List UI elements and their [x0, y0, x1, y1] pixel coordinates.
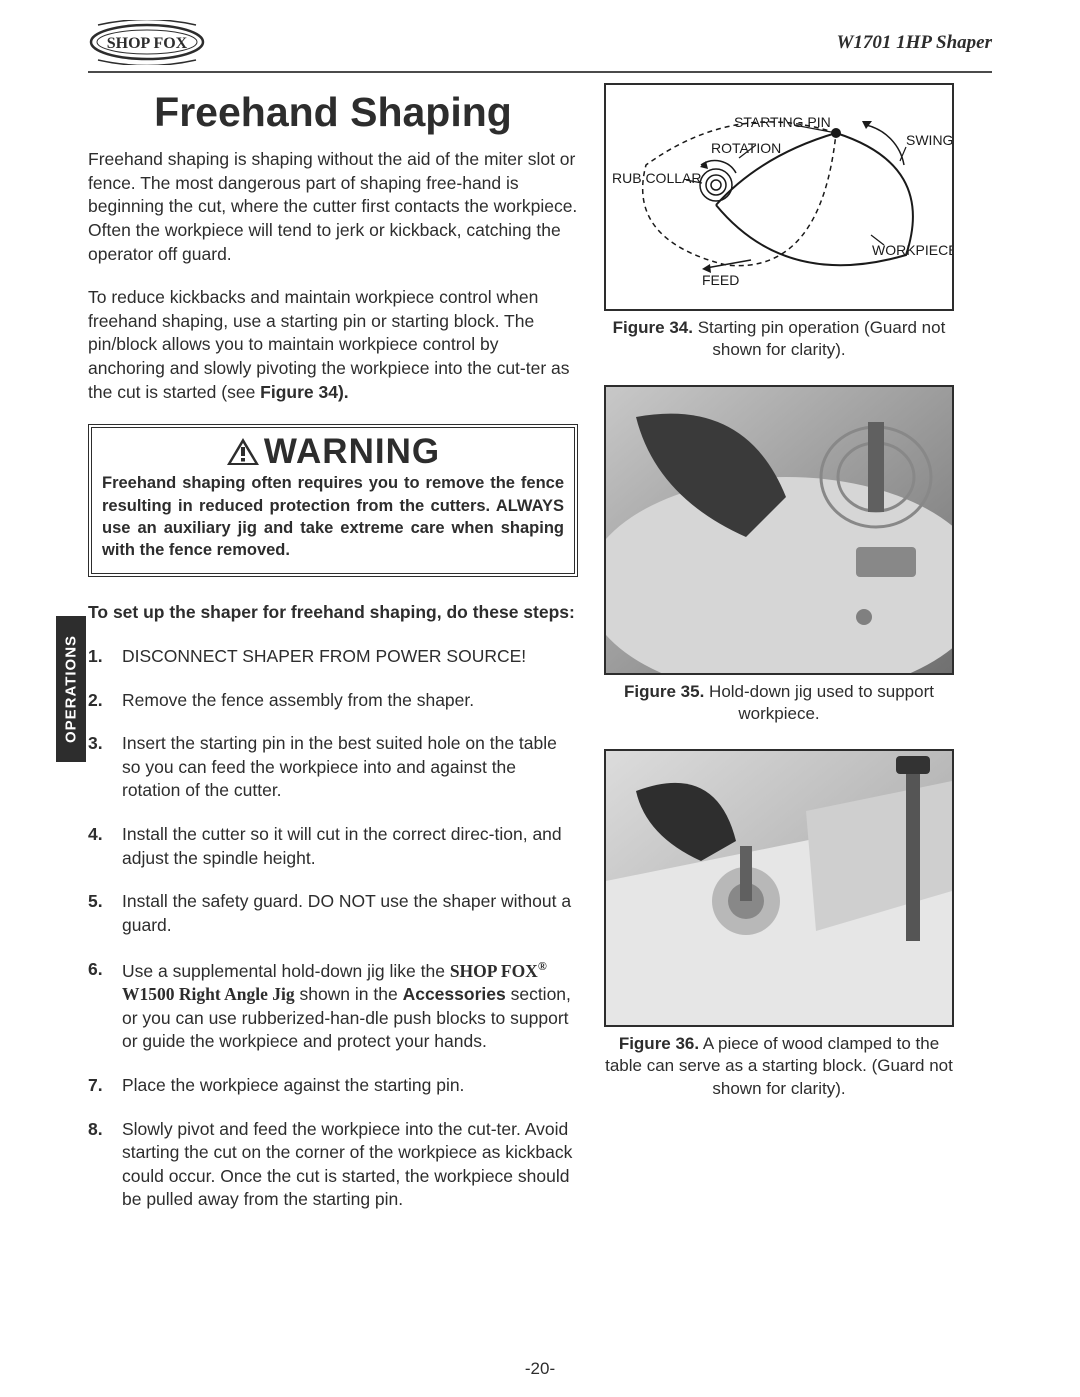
warning-body: Freehand shaping often requires you to r… [102, 472, 564, 561]
page-title: Freehand Shaping [88, 89, 578, 136]
figure-34-diagram: STARTING PIN ROTATION SWING RUB COLLAR W… [606, 85, 952, 309]
warning-box: WARNING Freehand shaping often requires … [88, 424, 578, 577]
para2-figref: Figure 34). [260, 382, 349, 402]
step-5: Install the safety guard. DO NOT use the… [88, 890, 578, 937]
step-1: DISCONNECT SHAPER FROM POWER SOURCE! [88, 645, 578, 669]
s6-a: Use a supplemental hold-down jig like th… [122, 960, 450, 980]
figure-35-caption: Figure 35. Hold-down jig used to support… [604, 681, 954, 725]
figure-35-box [604, 385, 954, 675]
svg-text:SWING: SWING [906, 132, 952, 148]
figure-36-photo [606, 751, 952, 1025]
svg-text:STARTING PIN: STARTING PIN [734, 114, 831, 130]
section-tab: OPERATIONS [56, 616, 86, 762]
s6-sect: Accessories [403, 984, 506, 1004]
intro-para-2: To reduce kickbacks and maintain workpie… [88, 286, 578, 404]
s6-b: shown in the [295, 984, 403, 1004]
step-4: Install the cutter so it will cut in the… [88, 823, 578, 870]
figure-34-caption: Figure 34. Starting pin operation (Guard… [604, 317, 954, 361]
s6-model: W1500 Right Angle Jig [122, 984, 295, 1004]
page-number: -20- [0, 1359, 1080, 1379]
step-6: Use a supplemental hold-down jig like th… [88, 958, 578, 1054]
svg-text:FEED: FEED [702, 272, 739, 288]
warning-title-text: WARNING [264, 432, 440, 472]
fig35-text: Hold-down jig used to support workpiece. [704, 682, 934, 723]
steps-list: DISCONNECT SHAPER FROM POWER SOURCE! Rem… [88, 645, 578, 1212]
warning-title: WARNING [102, 432, 564, 472]
s6-reg: ® [538, 959, 547, 973]
fig34-text: Starting pin operation (Guard not shown … [693, 318, 945, 359]
shop-fox-logo: SHOP FOX [88, 20, 206, 65]
logo-text: SHOP FOX [107, 35, 188, 52]
s6-brand: SHOP FOX [450, 960, 538, 980]
fig34-num: Figure 34. [613, 318, 693, 337]
figure-36-caption: Figure 36. A piece of wood clamped to th… [604, 1033, 954, 1099]
page-header: SHOP FOX W1701 1HP Shaper [88, 20, 992, 73]
svg-text:ROTATION: ROTATION [711, 140, 781, 156]
model-label: W1701 1HP Shaper [836, 32, 992, 54]
fig36-num: Figure 36. [619, 1034, 699, 1053]
step-8: Slowly pivot and feed the workpiece into… [88, 1118, 578, 1213]
figure-36-box [604, 749, 954, 1027]
svg-text:RUB COLLAR: RUB COLLAR [612, 170, 701, 186]
svg-text:WORKPIECE: WORKPIECE [872, 242, 952, 258]
step-2: Remove the fence assembly from the shape… [88, 689, 578, 713]
figure-34-box: STARTING PIN ROTATION SWING RUB COLLAR W… [604, 83, 954, 311]
step-3: Insert the starting pin in the best suit… [88, 732, 578, 803]
warning-triangle-icon [226, 437, 260, 467]
fig35-num: Figure 35. [624, 682, 704, 701]
right-column: STARTING PIN ROTATION SWING RUB COLLAR W… [604, 83, 954, 1232]
step-7: Place the workpiece against the starting… [88, 1074, 578, 1098]
figure-35-photo [606, 387, 952, 673]
left-column: Freehand Shaping Freehand shaping is sha… [88, 83, 578, 1232]
intro-para-1: Freehand shaping is shaping without the … [88, 148, 578, 266]
steps-intro: To set up the shaper for freehand shapin… [88, 601, 578, 625]
content-columns: Freehand Shaping Freehand shaping is sha… [88, 83, 992, 1232]
